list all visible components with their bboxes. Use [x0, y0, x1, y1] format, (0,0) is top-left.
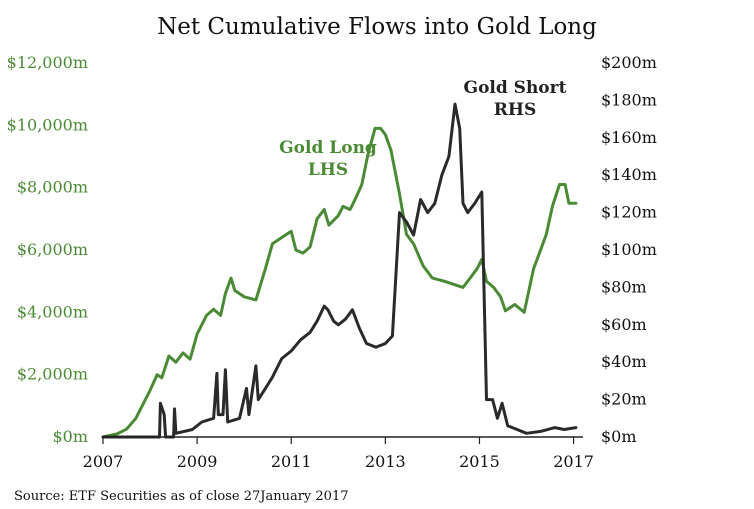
- right-tick-label: $200m: [601, 53, 657, 72]
- series-label-gold-short: RHS: [494, 100, 536, 120]
- x-tick-label: 2007: [83, 452, 124, 471]
- right-axis-ticks: $0m $20m $40m $60m $80m $100m $120m $140m $160m $…: [601, 53, 657, 446]
- x-axis-ticks: 2007 2009 2011 2013 2015 2017: [83, 437, 594, 471]
- x-tick-label: 2009: [177, 452, 218, 471]
- right-tick-label: $0m: [601, 427, 637, 446]
- left-tick-label: $2,000m: [17, 365, 88, 384]
- series-label-gold-short: Gold Short: [464, 78, 567, 98]
- right-tick-label: $20m: [601, 390, 647, 409]
- x-tick-label: 2017: [553, 452, 594, 471]
- series-label-gold-long: LHS: [308, 160, 348, 180]
- chart-title: Net Cumulative Flows into Gold Long: [157, 14, 597, 40]
- x-tick-label: 2013: [365, 452, 406, 471]
- left-tick-label: $10,000m: [7, 115, 88, 134]
- right-tick-label: $60m: [601, 315, 647, 334]
- x-tick-label: 2011: [271, 452, 312, 471]
- series-label-gold-long: Gold Long: [279, 138, 377, 158]
- series-line-gold-short: [101, 102, 578, 439]
- left-tick-label: $8,000m: [17, 178, 88, 197]
- x-tick-label: 2015: [459, 452, 500, 471]
- source-note: Source: ETF Securities as of close 27Jan…: [14, 489, 348, 504]
- right-tick-label: $120m: [601, 203, 657, 222]
- left-tick-label: $4,000m: [17, 302, 88, 321]
- right-tick-label: $100m: [601, 240, 657, 259]
- right-tick-label: $180m: [601, 90, 657, 109]
- right-tick-label: $160m: [601, 128, 657, 147]
- right-tick-label: $40m: [601, 352, 647, 371]
- right-tick-label: $140m: [601, 165, 657, 184]
- right-tick-label: $80m: [601, 277, 647, 296]
- series-lines: [101, 102, 578, 439]
- left-tick-label: $12,000m: [7, 53, 88, 72]
- left-tick-label: $6,000m: [17, 240, 88, 259]
- series-line-gold-long: [101, 126, 578, 439]
- left-tick-label: $0m: [52, 427, 88, 446]
- left-axis-ticks: $0m $2,000m $4,000m $6,000m $8,000m $10,000m $…: [7, 53, 88, 446]
